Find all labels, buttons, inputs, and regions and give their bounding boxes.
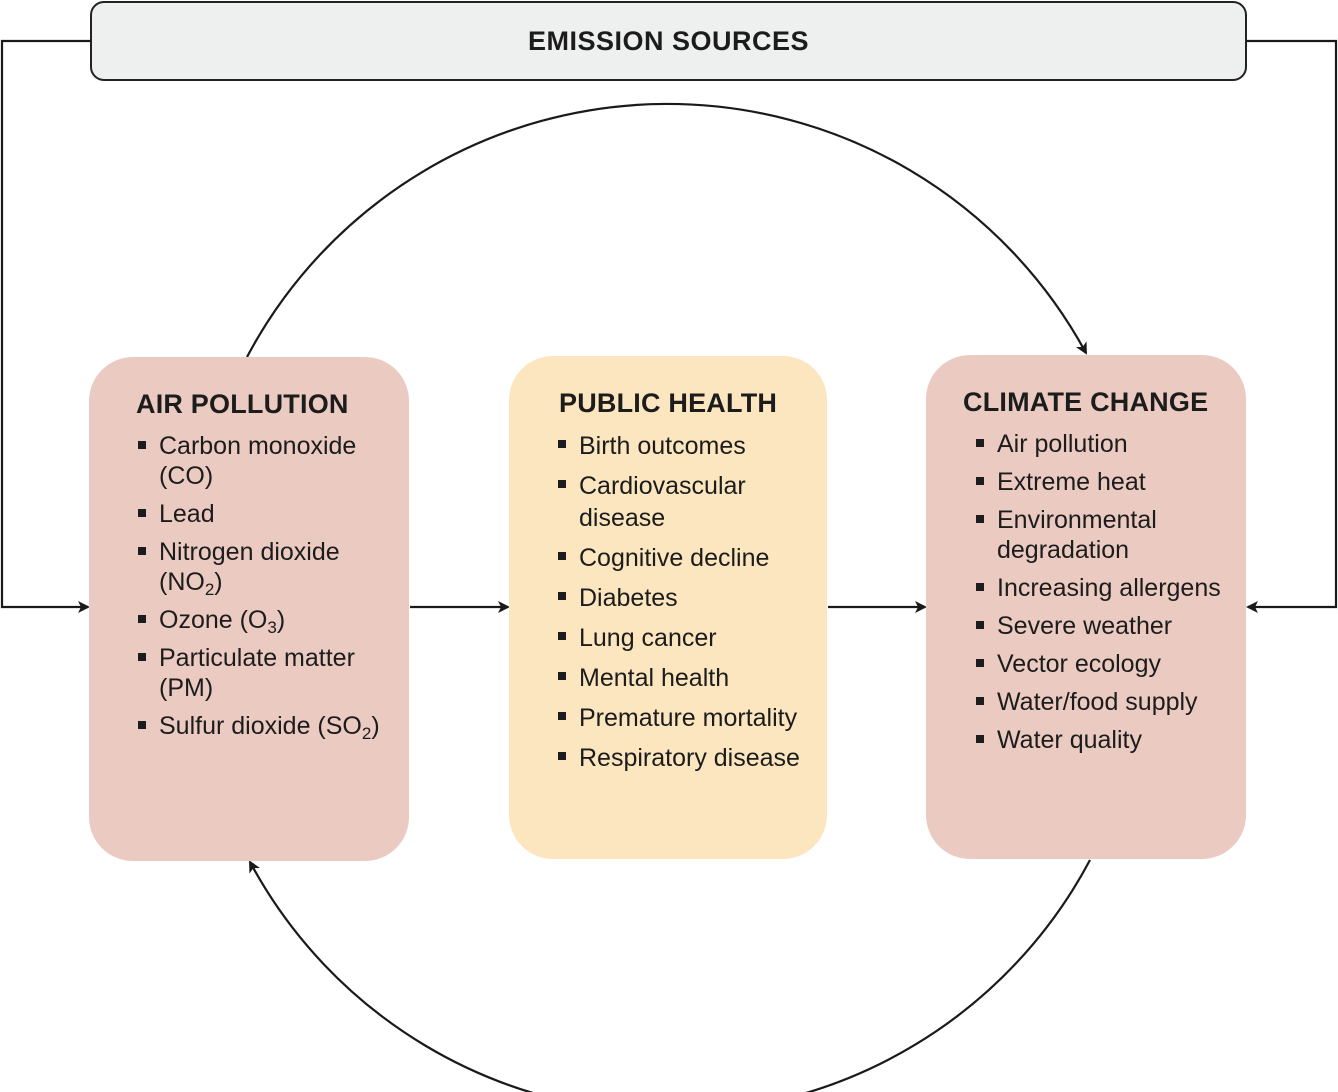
list-item: Water quality	[975, 725, 1226, 755]
list-item: Lead	[137, 499, 389, 529]
arc-air-to-climate	[246, 102, 1087, 358]
list-item: Water/food supply	[975, 687, 1226, 717]
climate-change-box: CLIMATE CHANGE Air pollution Extreme heat…	[926, 355, 1246, 859]
list-item: Nitrogen dioxide (NO2)	[137, 537, 389, 598]
list-item: Severe weather	[975, 611, 1226, 641]
list-item: Cognitive decline	[557, 542, 807, 574]
emission-sources-box: EMISSION SOURCES	[90, 1, 1247, 81]
emission-sources-label: EMISSION SOURCES	[527, 25, 810, 56]
list-item: Diabetes	[557, 582, 807, 614]
list-item: Carbon monoxide (CO)	[137, 431, 389, 491]
list-item: Sulfur dioxide (SO2)	[137, 711, 389, 742]
air-pollution-list: Carbon monoxide (CO) Lead Nitrogen dioxide…	[137, 431, 389, 742]
climate-change-list: Air pollution Extreme heat Environmental d…	[975, 429, 1226, 755]
air-pollution-box: AIR POLLUTION Carbon monoxide (CO) Lead Ni…	[89, 357, 409, 861]
list-item: Vector ecology	[975, 649, 1226, 679]
list-item: Birth outcomes	[557, 430, 807, 462]
line-emission-to-climate	[1246, 39, 1338, 613]
list-item: Extreme heat	[975, 467, 1226, 497]
arc-climate-to-air	[249, 859, 1091, 1092]
public-health-list: Birth outcomes Cardiovascular disease Cogn…	[557, 430, 807, 774]
public-health-title: PUBLIC HEALTH	[559, 388, 778, 418]
list-item: Mental health	[557, 662, 807, 694]
air-pollution-title: AIR POLLUTION	[136, 389, 349, 419]
list-item: Particulate matter (PM)	[137, 643, 389, 703]
list-item: Premature mortality	[557, 702, 807, 734]
public-health-box: PUBLIC HEALTH Birth outcomes Cardiovascul…	[509, 356, 827, 859]
list-item: Lung cancer	[557, 622, 807, 654]
line-emission-to-air	[0, 39, 91, 613]
list-item: Increasing allergens	[975, 573, 1226, 603]
list-item: Respiratory disease	[557, 742, 807, 774]
list-item: Ozone (O3)	[137, 605, 389, 636]
climate-change-title: CLIMATE CHANGE	[963, 387, 1209, 417]
list-item: Cardiovascular disease	[557, 470, 807, 534]
list-item: Environmental degradation	[975, 505, 1226, 565]
list-item: Air pollution	[975, 429, 1226, 459]
